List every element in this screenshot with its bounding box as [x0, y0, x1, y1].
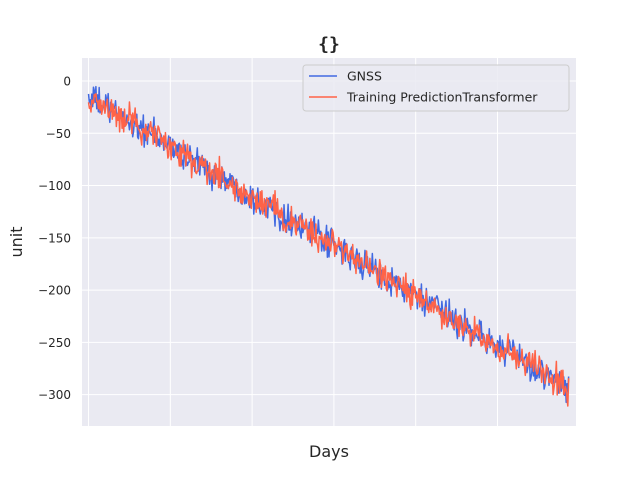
legend-label-training-prediction: Training PredictionTransformer — [346, 90, 538, 105]
chart-title: {} — [318, 34, 340, 55]
series-line-training-prediction — [87, 93, 570, 407]
y-axis-label: unit — [7, 227, 26, 258]
legend-label-gnss: GNSS — [347, 69, 382, 84]
legend: GNSS Training PredictionTransformer — [302, 64, 570, 112]
series-layer — [87, 85, 570, 407]
y-tick-label: −300 — [38, 388, 71, 402]
x-axis-label: Days — [309, 442, 349, 461]
y-tick-label: 0 — [63, 75, 71, 89]
y-tick-labels: 0 −50 −100 −150 −200 −250 −300 — [38, 75, 71, 403]
legend-box — [302, 64, 570, 112]
y-tick-label: −100 — [38, 179, 71, 193]
y-tick-label: −200 — [38, 284, 71, 298]
y-tick-label: −250 — [38, 336, 71, 350]
y-tick-label: −150 — [38, 231, 71, 245]
y-tick-label: −50 — [46, 127, 71, 141]
